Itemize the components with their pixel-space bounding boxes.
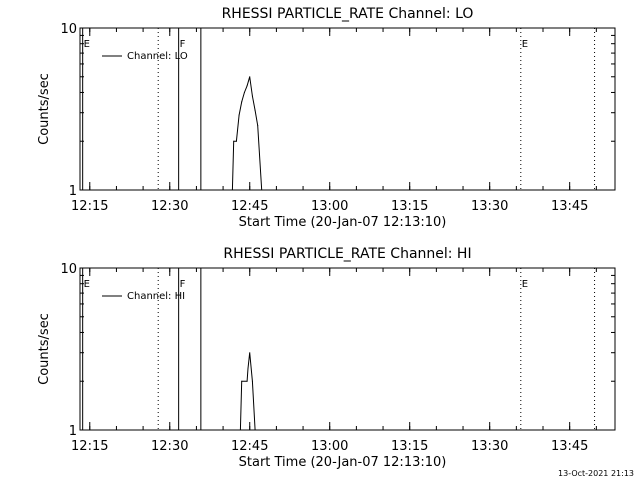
y-axis-label: Counts/sec bbox=[37, 73, 52, 145]
y-tick-label: 10 bbox=[60, 262, 77, 277]
legend-label: Channel: LO bbox=[127, 51, 188, 62]
x-tick-label: 13:00 bbox=[311, 199, 348, 214]
x-tick-label: 12:45 bbox=[231, 199, 268, 214]
y-tick-label: 1 bbox=[69, 184, 77, 199]
series-point bbox=[251, 380, 253, 382]
event-marker-label: F bbox=[180, 279, 186, 290]
y-tick-label: 10 bbox=[60, 22, 77, 37]
event-marker-label: E bbox=[84, 39, 90, 50]
series-point bbox=[251, 95, 253, 97]
chart-panel-1: RHESSI PARTICLE_RATE Channel: LO 12:15 12:… bbox=[37, 6, 616, 230]
chart-title: RHESSI PARTICLE_RATE Channel: LO bbox=[222, 6, 474, 22]
x-axis-label: Start Time (20-Jan-07 12:13:10) bbox=[239, 215, 447, 230]
series-point bbox=[254, 109, 256, 111]
series-point bbox=[243, 91, 245, 93]
series-point bbox=[246, 380, 248, 382]
series-point bbox=[241, 380, 243, 382]
series-point bbox=[238, 114, 240, 116]
event-marker-label: E bbox=[522, 279, 528, 290]
x-tick-label: 13:00 bbox=[311, 439, 348, 454]
chart-title: RHESSI PARTICLE_RATE Channel: HI bbox=[223, 246, 471, 262]
x-tick-label: 12:30 bbox=[151, 199, 188, 214]
series-point bbox=[261, 189, 263, 191]
series-point bbox=[249, 352, 251, 354]
x-tick-label: 13:30 bbox=[471, 439, 508, 454]
footer-timestamp: 13-Oct-2021 21:13 bbox=[558, 469, 634, 478]
series-point bbox=[257, 125, 259, 127]
x-tick-label: 12:15 bbox=[71, 439, 108, 454]
plot-frame bbox=[79, 267, 616, 431]
series-point bbox=[239, 429, 241, 431]
series-point bbox=[235, 140, 237, 142]
series-point bbox=[241, 101, 243, 103]
series-point bbox=[233, 140, 235, 142]
series-point bbox=[231, 189, 233, 191]
x-tick-label: 13:15 bbox=[391, 439, 428, 454]
series-point bbox=[254, 429, 256, 431]
series-line-1 bbox=[239, 352, 256, 431]
x-tick-label: 13:15 bbox=[391, 199, 428, 214]
y-tick-label: 1 bbox=[69, 424, 77, 439]
x-axis-label: Start Time (20-Jan-07 12:13:10) bbox=[239, 455, 447, 470]
legend-label: Channel: HI bbox=[127, 291, 185, 302]
x-tick-label: 12:45 bbox=[231, 439, 268, 454]
y-axis-label: Counts/sec bbox=[37, 313, 52, 385]
plot-frame bbox=[79, 27, 616, 191]
series-point bbox=[246, 85, 248, 87]
chart-panel-2: RHESSI PARTICLE_RATE Channel: HI 12:15 12:… bbox=[37, 246, 616, 470]
series-point bbox=[249, 76, 251, 78]
x-tick-label: 12:30 bbox=[151, 439, 188, 454]
x-tick-label: 13:45 bbox=[551, 199, 588, 214]
event-marker-label: E bbox=[522, 39, 528, 50]
x-tick-label: 13:45 bbox=[551, 439, 588, 454]
event-marker-label: F bbox=[180, 39, 186, 50]
series-point bbox=[247, 367, 249, 369]
event-marker-label: E bbox=[84, 279, 90, 290]
series-line-1 bbox=[231, 76, 263, 191]
x-tick-label: 12:15 bbox=[71, 199, 108, 214]
x-tick-label: 13:30 bbox=[471, 199, 508, 214]
